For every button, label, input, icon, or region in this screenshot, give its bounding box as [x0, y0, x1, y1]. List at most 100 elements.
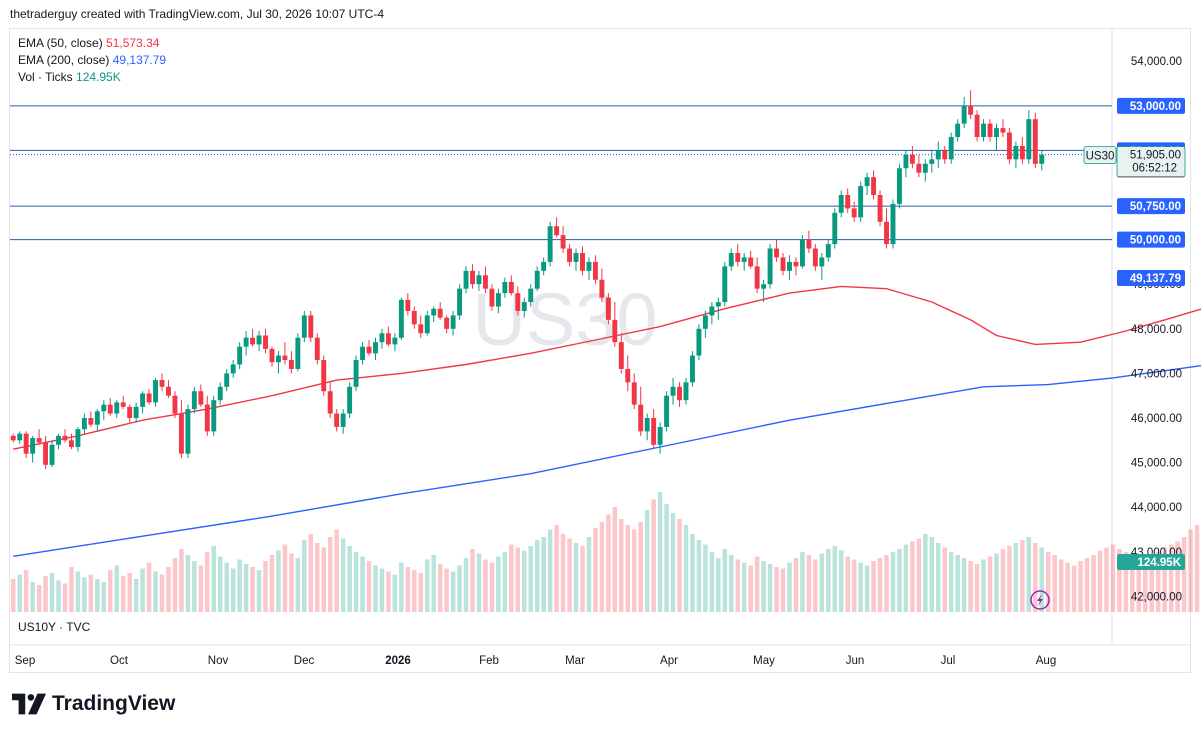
candle[interactable] — [560, 226, 566, 253]
candle[interactable] — [689, 351, 695, 387]
candle[interactable] — [696, 324, 702, 361]
candle[interactable] — [17, 431, 23, 444]
candle[interactable] — [88, 411, 94, 427]
candle[interactable] — [224, 368, 230, 392]
candle[interactable] — [728, 248, 734, 271]
candle[interactable] — [68, 433, 74, 450]
candle[interactable] — [1032, 112, 1038, 169]
candle[interactable] — [120, 395, 126, 410]
candle[interactable] — [1039, 150, 1045, 171]
candle[interactable] — [43, 435, 49, 470]
candle[interactable] — [23, 431, 29, 459]
candle[interactable] — [638, 386, 644, 436]
candle[interactable] — [871, 170, 877, 200]
candle[interactable] — [748, 250, 754, 269]
candle[interactable] — [250, 328, 256, 347]
candle[interactable] — [166, 380, 171, 398]
candle[interactable] — [580, 246, 585, 276]
candle[interactable] — [896, 163, 902, 209]
candle[interactable] — [515, 286, 521, 316]
candle[interactable] — [754, 257, 760, 294]
candle[interactable] — [981, 119, 987, 142]
candle[interactable] — [36, 429, 42, 445]
candle[interactable] — [884, 208, 889, 249]
candle[interactable] — [761, 279, 767, 303]
candle[interactable] — [49, 440, 55, 468]
candle[interactable] — [664, 391, 670, 432]
candle[interactable] — [787, 255, 792, 280]
candle[interactable] — [935, 141, 941, 169]
candle[interactable] — [153, 377, 159, 407]
candle[interactable] — [30, 435, 36, 463]
candle[interactable] — [605, 293, 611, 325]
legend-ema200[interactable]: EMA (200, close) 49,137.79 — [18, 52, 166, 69]
candle[interactable] — [961, 96, 967, 129]
candle[interactable] — [198, 384, 204, 407]
candle[interactable] — [547, 221, 553, 267]
candle[interactable] — [670, 377, 676, 405]
candle[interactable] — [334, 409, 340, 432]
candle[interactable] — [347, 382, 353, 418]
candle[interactable] — [127, 404, 133, 423]
candle[interactable] — [586, 257, 592, 280]
candle[interactable] — [172, 391, 178, 418]
candle[interactable] — [567, 244, 573, 267]
candle[interactable] — [476, 270, 482, 291]
candle[interactable] — [10, 433, 16, 443]
candle[interactable] — [133, 402, 139, 423]
candle[interactable] — [922, 159, 928, 182]
candle[interactable] — [94, 409, 100, 432]
candle[interactable] — [81, 413, 87, 434]
candle[interactable] — [114, 400, 120, 418]
legend-ema50[interactable]: EMA (50, close) 51,573.34 — [18, 35, 166, 52]
candle[interactable] — [942, 145, 948, 164]
candle[interactable] — [618, 333, 624, 374]
secondary-symbol-legend[interactable]: US10Y · TVC — [18, 620, 91, 634]
candle[interactable] — [101, 400, 107, 421]
candle[interactable] — [812, 244, 818, 271]
candle[interactable] — [282, 342, 288, 365]
candle[interactable] — [256, 331, 262, 352]
candle[interactable] — [424, 310, 430, 336]
candle[interactable] — [1006, 128, 1012, 164]
candle[interactable] — [159, 373, 165, 392]
candle[interactable] — [314, 333, 320, 365]
candle[interactable] — [799, 235, 805, 269]
candle[interactable] — [929, 150, 935, 173]
candle[interactable] — [185, 404, 191, 459]
candle[interactable] — [554, 217, 560, 238]
candle[interactable] — [140, 391, 146, 414]
candle[interactable] — [612, 302, 618, 347]
candle[interactable] — [482, 266, 488, 294]
candle[interactable] — [806, 230, 812, 253]
candle[interactable] — [767, 244, 773, 289]
candle[interactable] — [62, 429, 68, 443]
candle[interactable] — [191, 386, 197, 414]
candle[interactable] — [301, 310, 307, 343]
candle[interactable] — [178, 400, 184, 459]
candle[interactable] — [592, 255, 598, 285]
candle[interactable] — [470, 264, 475, 289]
candle[interactable] — [463, 266, 469, 294]
candle[interactable] — [780, 252, 786, 276]
candle[interactable] — [1026, 110, 1032, 164]
candle[interactable] — [722, 261, 728, 307]
candle[interactable] — [521, 297, 527, 318]
candle[interactable] — [864, 172, 870, 196]
candle[interactable] — [411, 306, 417, 329]
candle[interactable] — [793, 257, 799, 276]
candle[interactable] — [832, 208, 838, 249]
candle[interactable] — [741, 252, 747, 271]
candle[interactable] — [107, 397, 113, 416]
candle[interactable] — [275, 351, 281, 374]
candle[interactable] — [735, 244, 741, 267]
candle[interactable] — [916, 154, 922, 178]
candle[interactable] — [890, 199, 896, 249]
candle[interactable] — [625, 355, 631, 392]
candle[interactable] — [1019, 137, 1025, 164]
candle[interactable] — [948, 132, 954, 164]
candle[interactable] — [1013, 141, 1019, 169]
legend-volume[interactable]: Vol · Ticks 124.95K — [18, 69, 166, 86]
candle[interactable] — [398, 297, 404, 340]
